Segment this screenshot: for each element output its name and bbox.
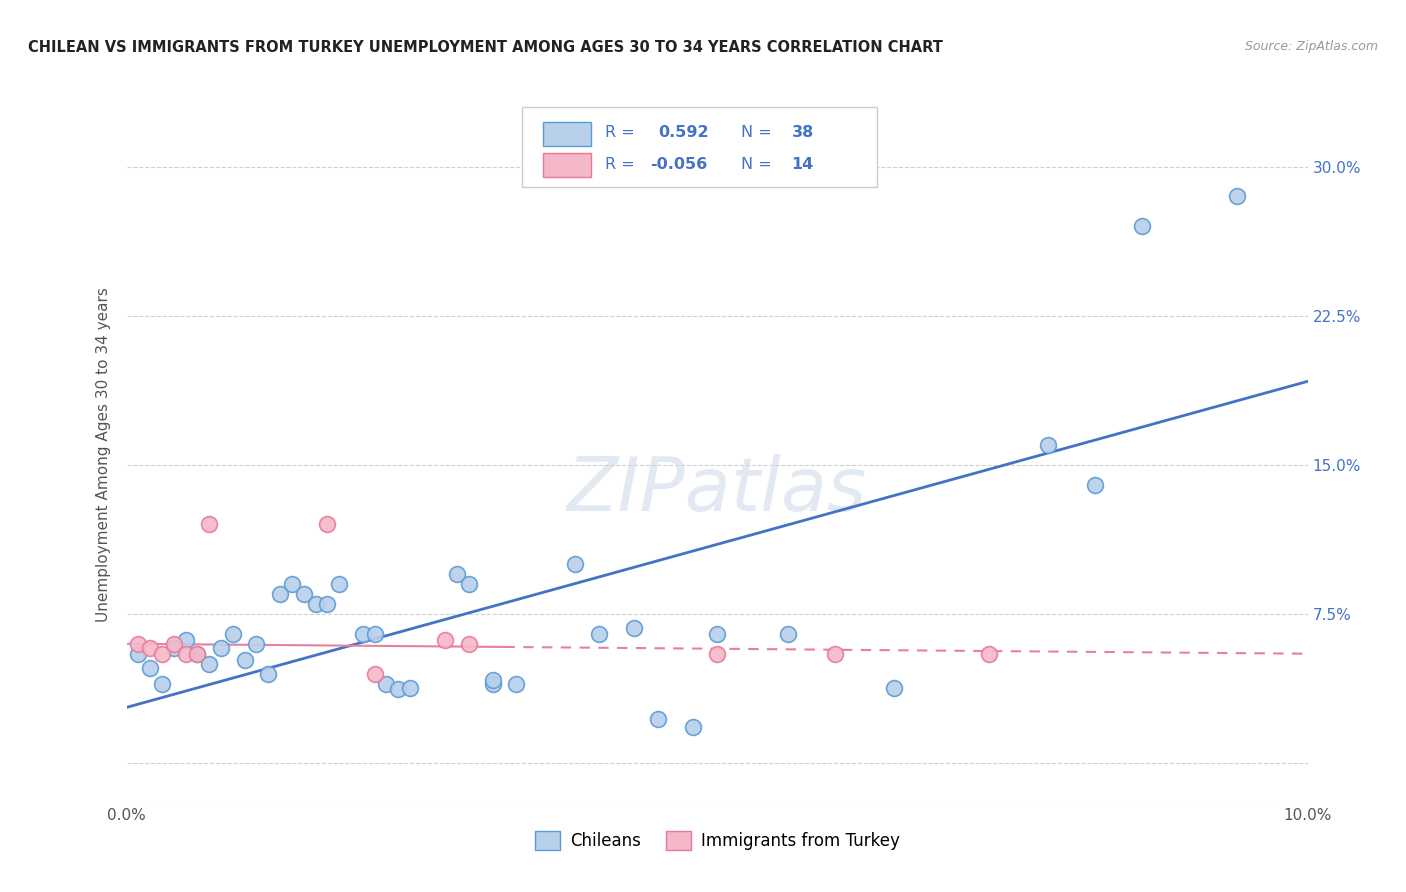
Point bbox=[363, 666, 385, 681]
Point bbox=[564, 558, 586, 572]
Text: 0.592: 0.592 bbox=[658, 125, 709, 140]
Point bbox=[127, 637, 149, 651]
Point bbox=[1226, 189, 1249, 203]
Point bbox=[446, 567, 468, 582]
Point bbox=[682, 720, 704, 734]
Point bbox=[1036, 438, 1059, 452]
Point bbox=[481, 676, 503, 690]
Point bbox=[139, 660, 162, 674]
Point bbox=[139, 640, 162, 655]
Point bbox=[977, 647, 1000, 661]
Point bbox=[647, 712, 669, 726]
Point bbox=[127, 647, 149, 661]
Text: R =: R = bbox=[605, 157, 634, 172]
Point bbox=[1084, 477, 1107, 491]
Point bbox=[304, 597, 326, 611]
Point bbox=[706, 627, 728, 641]
Text: -0.056: -0.056 bbox=[650, 157, 707, 172]
Point bbox=[209, 640, 232, 655]
Point bbox=[458, 637, 481, 651]
Text: CHILEAN VS IMMIGRANTS FROM TURKEY UNEMPLOYMENT AMONG AGES 30 TO 34 YEARS CORRELA: CHILEAN VS IMMIGRANTS FROM TURKEY UNEMPL… bbox=[28, 40, 943, 55]
Y-axis label: Unemployment Among Ages 30 to 34 years: Unemployment Among Ages 30 to 34 years bbox=[96, 287, 111, 623]
Bar bbox=[544, 153, 591, 177]
Point bbox=[505, 676, 527, 690]
Point bbox=[163, 637, 186, 651]
Point bbox=[269, 587, 291, 601]
Text: N =: N = bbox=[741, 125, 772, 140]
Point bbox=[257, 666, 280, 681]
Point bbox=[363, 627, 385, 641]
Bar bbox=[544, 122, 591, 146]
Point bbox=[245, 637, 267, 651]
Point bbox=[222, 627, 245, 641]
Point bbox=[328, 577, 350, 591]
Point bbox=[399, 681, 422, 695]
Point bbox=[186, 647, 208, 661]
Point bbox=[316, 517, 339, 532]
Point bbox=[883, 681, 905, 695]
Point bbox=[150, 676, 173, 690]
Point bbox=[1130, 219, 1153, 234]
Text: N =: N = bbox=[741, 157, 772, 172]
Point bbox=[623, 621, 645, 635]
Point bbox=[150, 647, 173, 661]
Point bbox=[434, 632, 457, 647]
Point bbox=[481, 673, 503, 687]
Point bbox=[824, 647, 846, 661]
Point bbox=[198, 517, 221, 532]
Point bbox=[706, 647, 728, 661]
Text: R =: R = bbox=[605, 125, 634, 140]
Point bbox=[387, 682, 409, 697]
Point bbox=[458, 577, 481, 591]
Text: ZIPatlas: ZIPatlas bbox=[567, 454, 868, 525]
Point bbox=[163, 640, 186, 655]
Point bbox=[375, 676, 398, 690]
Text: Source: ZipAtlas.com: Source: ZipAtlas.com bbox=[1244, 40, 1378, 54]
Point bbox=[281, 577, 304, 591]
Legend: Chileans, Immigrants from Turkey: Chileans, Immigrants from Turkey bbox=[529, 824, 905, 857]
Point bbox=[233, 653, 256, 667]
Bar bbox=[522, 107, 876, 187]
Point bbox=[776, 627, 799, 641]
Text: 14: 14 bbox=[792, 157, 814, 172]
Point bbox=[174, 632, 197, 647]
Point bbox=[174, 647, 197, 661]
Point bbox=[292, 587, 315, 601]
Point bbox=[588, 627, 610, 641]
Point bbox=[186, 647, 208, 661]
Point bbox=[352, 627, 374, 641]
Point bbox=[198, 657, 221, 671]
Text: 38: 38 bbox=[792, 125, 814, 140]
Point bbox=[316, 597, 339, 611]
